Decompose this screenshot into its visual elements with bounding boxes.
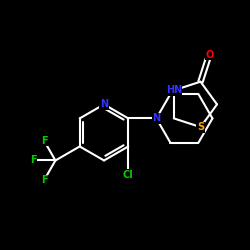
Text: N: N bbox=[100, 99, 108, 109]
Text: F: F bbox=[30, 156, 36, 166]
Text: Cl: Cl bbox=[123, 170, 134, 179]
Text: S: S bbox=[197, 122, 204, 132]
Text: N: N bbox=[152, 114, 160, 124]
Text: F: F bbox=[41, 175, 48, 185]
Text: O: O bbox=[205, 50, 213, 60]
Text: HN: HN bbox=[166, 85, 182, 95]
Text: F: F bbox=[41, 136, 48, 146]
